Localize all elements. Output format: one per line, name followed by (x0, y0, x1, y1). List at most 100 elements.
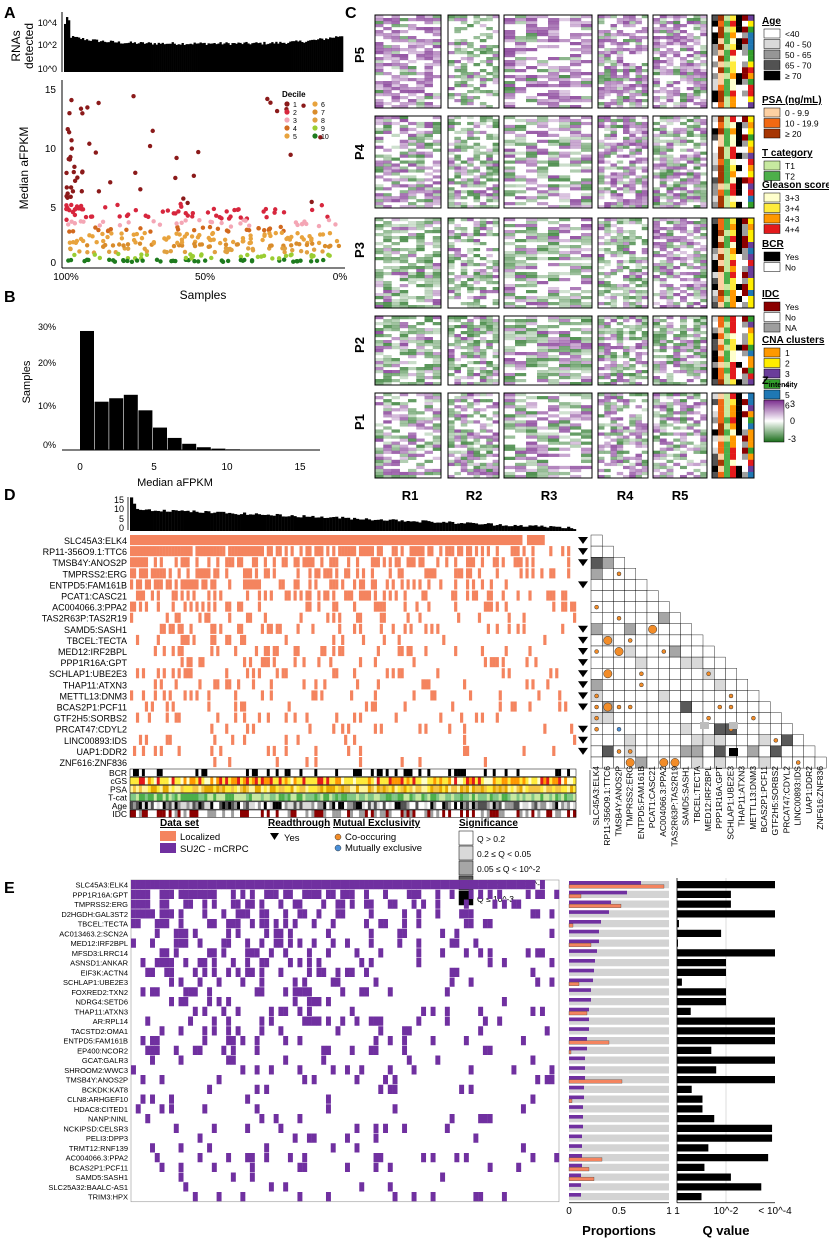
c-heat-cell (610, 218, 617, 222)
c-heat-cell (424, 349, 433, 353)
a-rna-bar (239, 42, 242, 72)
c-heat-cell (623, 145, 630, 149)
d-count-bar (207, 511, 211, 531)
c-heat-cell (659, 205, 667, 209)
a-rna-bar (209, 43, 212, 72)
c-heat-cell (383, 230, 392, 234)
c-heat-cell (486, 193, 493, 197)
c-heat-cell (693, 57, 701, 61)
c-annot-cell (748, 218, 754, 225)
c-heat-cell (616, 57, 624, 61)
c-heat-cell (548, 190, 560, 194)
c-heat-cell (424, 471, 433, 476)
c-heat-cell (504, 254, 516, 258)
c-heat-cell (635, 462, 642, 467)
c-heat-cell (693, 205, 701, 209)
c-heat-cell (570, 328, 582, 332)
c-heat-cell (653, 355, 660, 359)
c-heat-cell (460, 230, 468, 234)
c-heat-cell (492, 224, 500, 228)
c-heat-cell (492, 322, 500, 326)
c-heat-cell (479, 468, 487, 473)
a-point (129, 259, 135, 264)
c-heat-cell (375, 429, 384, 433)
c-heat-cell (375, 169, 384, 173)
c-heat-cell (375, 139, 384, 143)
c-heat-cell (432, 218, 442, 222)
c-heat-cell (570, 269, 582, 273)
c-heat-cell (629, 358, 636, 362)
c-heat-cell (629, 251, 636, 255)
c-heat-cell (686, 340, 694, 344)
c-heat-cell (659, 21, 667, 25)
c-heat-cell (486, 157, 493, 161)
a-point (139, 235, 145, 241)
c-heat-cell (581, 99, 593, 103)
c-annot-cell (712, 272, 718, 279)
c-annot-cell (724, 242, 730, 249)
c-heat-cell (666, 218, 674, 222)
c-heat-cell (581, 429, 593, 433)
c-heat-cell (448, 121, 455, 126)
a-xtick: 100% (53, 272, 79, 283)
c-heat-cell (432, 293, 442, 297)
c-heat-cell (641, 239, 649, 243)
c-heat-cell (570, 423, 582, 427)
c-heat-cell (629, 24, 636, 28)
c-heat-cell (610, 293, 617, 297)
c-annot-cell (742, 429, 748, 436)
c-heat-cell (653, 66, 660, 70)
c-heat-cell (598, 90, 605, 94)
c-heat-cell (548, 151, 560, 155)
c-heat-cell (693, 227, 701, 231)
c-heat-cell (467, 367, 474, 371)
c-heat-cell (629, 328, 636, 332)
c-heat-cell (700, 441, 708, 445)
c-heat-cell (537, 379, 549, 383)
c-heat-cell (391, 116, 400, 120)
c-heat-cell (610, 148, 617, 152)
c-heat-cell (700, 364, 708, 368)
c-annot-cell (742, 230, 748, 237)
c-heat-cell (604, 402, 611, 406)
d-count-bar (130, 497, 134, 531)
c-heat-cell (680, 438, 687, 442)
c-heat-cell (399, 142, 409, 146)
a-point (217, 240, 223, 246)
c-legend-swatch (763, 358, 781, 368)
a-point (197, 232, 202, 238)
c-heat-cell (659, 343, 667, 347)
c-heat-cell (680, 78, 687, 82)
c-heat-cell (700, 438, 708, 442)
c-heat-cell (700, 352, 708, 356)
c-heat-cell (623, 290, 630, 294)
a-legend-swatch (312, 117, 318, 123)
c-heat-cell (623, 429, 630, 433)
c-heat-cell (460, 337, 468, 341)
c-annot-cell (748, 333, 754, 340)
c-heat-cell (570, 272, 582, 276)
a-rna-bar (295, 40, 298, 72)
c-heat-cell (598, 151, 605, 155)
c-heat-cell (526, 154, 538, 158)
c-heat-cell (526, 36, 538, 40)
c-heat-cell (548, 24, 560, 28)
c-heat-cell (659, 346, 667, 350)
c-heat-cell (559, 139, 571, 143)
c-heat-cell (616, 233, 624, 237)
c-annot-cell (736, 230, 742, 237)
c-heat-cell (473, 382, 481, 386)
c-heat-cell (454, 411, 461, 415)
c-heat-cell (666, 145, 674, 149)
c-heat-cell (408, 99, 417, 103)
c-heat-cell (383, 154, 392, 158)
c-heat-cell (610, 48, 617, 52)
c-heat-cell (375, 435, 384, 439)
c-heat-cell (693, 402, 701, 406)
c-heat-cell (680, 181, 687, 185)
c-heat-cell (659, 379, 667, 383)
a-point (210, 230, 216, 236)
c-heat-cell (454, 18, 461, 22)
c-annot-cell (742, 55, 748, 62)
a-point (144, 249, 150, 254)
